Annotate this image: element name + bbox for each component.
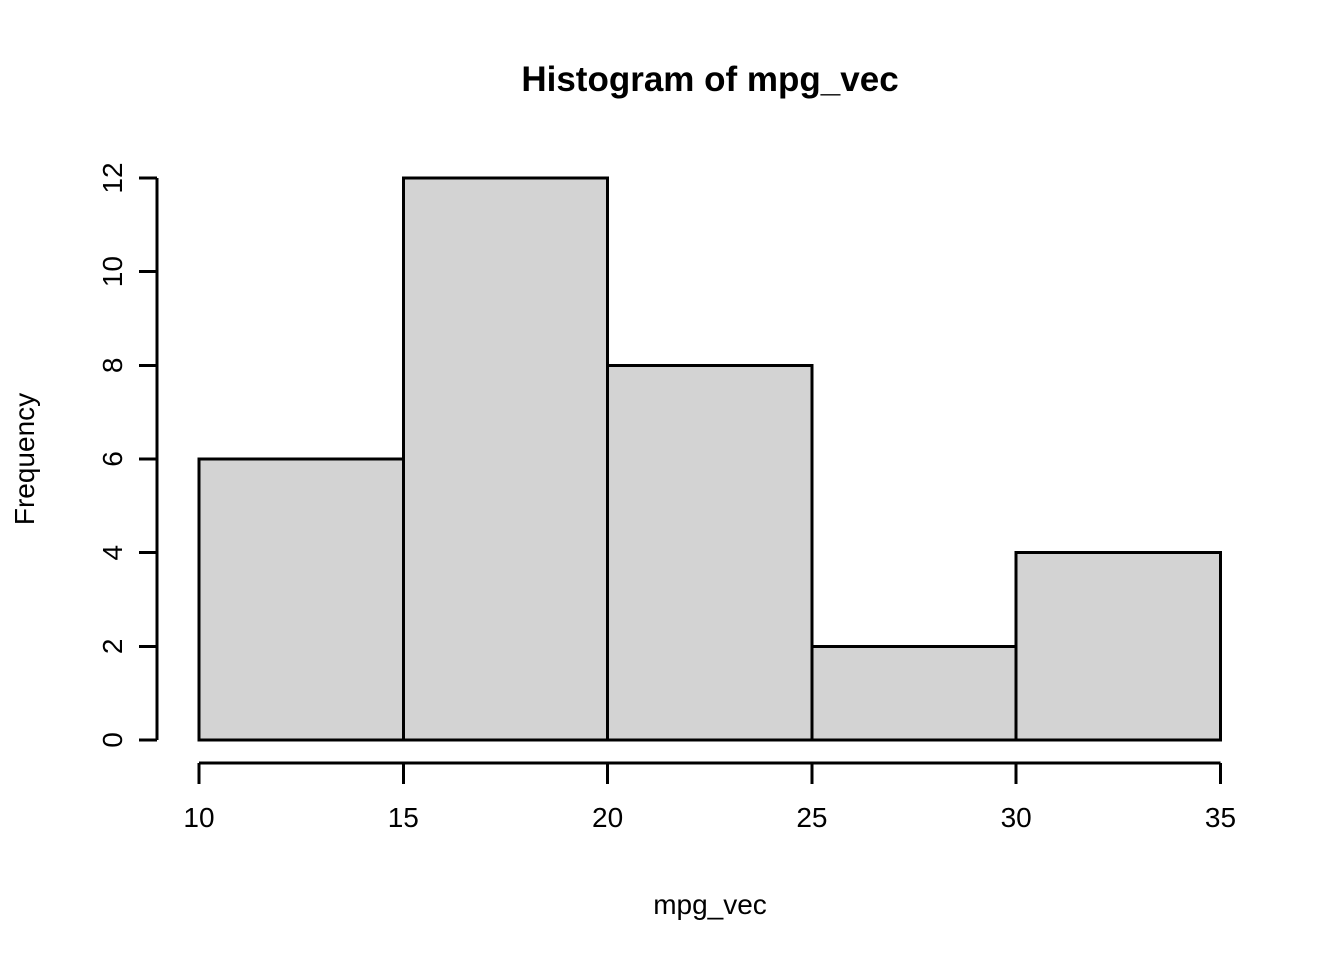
- y-axis: 0 2 4 6 8 10 12: [97, 162, 159, 748]
- y-tick-label: 12: [97, 162, 128, 193]
- chart-title: Histogram of mpg_vec: [521, 60, 898, 99]
- x-axis: 10 15 20 25 30 35: [183, 761, 1236, 833]
- x-axis-label: mpg_vec: [653, 889, 767, 920]
- y-tick-label: 2: [97, 639, 128, 655]
- y-tick-label: 8: [97, 358, 128, 374]
- x-tick-label: 35: [1205, 802, 1236, 833]
- y-tick-label: 0: [97, 732, 128, 748]
- histogram-bar: [197, 457, 405, 742]
- x-tick-label: 20: [592, 802, 623, 833]
- y-tick-label: 6: [97, 451, 128, 467]
- x-tick-label: 10: [183, 802, 214, 833]
- y-tick-label: 10: [97, 256, 128, 287]
- x-tick-label: 15: [388, 802, 419, 833]
- x-tick-label: 30: [1001, 802, 1032, 833]
- histogram-bar: [606, 363, 814, 742]
- histogram-bars: [197, 176, 1223, 742]
- histogram-bar: [401, 176, 610, 742]
- histogram-bar: [1014, 551, 1223, 742]
- histogram-bar: [810, 644, 1018, 742]
- y-axis-label: Frequency: [9, 393, 40, 525]
- y-tick-label: 4: [97, 545, 128, 561]
- x-tick-label: 25: [796, 802, 827, 833]
